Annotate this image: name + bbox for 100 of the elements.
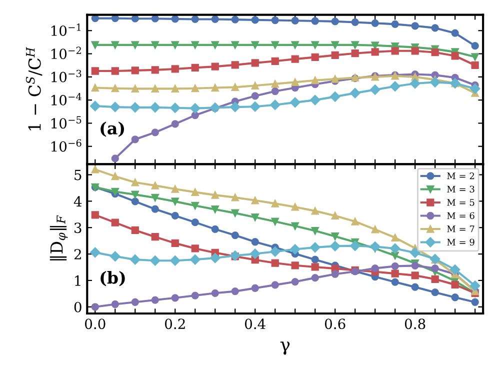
point <box>331 270 339 278</box>
point <box>351 218 359 226</box>
point <box>90 100 100 112</box>
point <box>231 61 239 69</box>
point <box>291 41 299 49</box>
point <box>251 196 259 204</box>
point <box>171 65 179 73</box>
point <box>170 102 180 113</box>
point <box>111 188 119 196</box>
point <box>311 256 319 264</box>
point <box>451 280 459 289</box>
point <box>191 218 199 226</box>
point <box>130 254 140 265</box>
point <box>371 48 379 56</box>
point <box>91 67 99 75</box>
point <box>210 252 220 264</box>
point <box>291 16 299 24</box>
point <box>171 212 179 220</box>
point <box>171 120 179 128</box>
point <box>471 53 479 61</box>
point <box>111 14 119 22</box>
point <box>191 188 199 196</box>
point <box>191 84 199 92</box>
y-tick-label: 10$^{−6}$ <box>51 139 82 152</box>
point <box>190 254 200 265</box>
y-tick-label: 2 <box>74 248 81 260</box>
point <box>131 198 139 206</box>
y-axis-title: 1 − C$^{S}$/C$^{H}$ <box>26 46 42 130</box>
annotation: (b) <box>100 270 125 286</box>
point <box>331 212 339 220</box>
point <box>251 16 259 24</box>
point <box>311 53 319 62</box>
point <box>411 283 419 291</box>
point <box>211 206 219 214</box>
point <box>191 244 199 252</box>
point <box>310 94 320 106</box>
point <box>191 202 199 210</box>
point <box>150 102 160 113</box>
legend-label: M = 7 <box>447 226 474 232</box>
point <box>131 84 139 92</box>
point <box>251 41 259 49</box>
point <box>170 256 180 266</box>
point <box>411 22 419 30</box>
point <box>271 259 279 267</box>
point <box>310 242 320 253</box>
point <box>430 77 440 88</box>
y-tick-label: 10$^{−2}$ <box>51 46 81 60</box>
point <box>231 194 239 202</box>
point <box>111 84 119 92</box>
point <box>350 88 360 98</box>
y-tick-label: 10$^{−4}$ <box>51 92 82 106</box>
point <box>311 226 319 235</box>
y-tick-label: 0 <box>74 302 82 312</box>
legend-label: M = 9 <box>447 238 474 246</box>
point <box>191 292 199 300</box>
point <box>251 213 259 222</box>
point <box>171 15 179 23</box>
point <box>431 275 439 283</box>
point <box>330 92 340 102</box>
point <box>291 78 299 86</box>
point <box>311 41 319 49</box>
point <box>111 300 119 308</box>
point <box>450 264 460 275</box>
point <box>370 84 380 95</box>
y-tick-label: 5 <box>74 170 82 180</box>
point <box>451 52 459 60</box>
point <box>271 218 279 226</box>
point <box>231 231 239 240</box>
point <box>151 233 159 241</box>
point <box>251 92 259 100</box>
point <box>270 246 280 257</box>
point <box>231 83 239 91</box>
point <box>371 264 379 272</box>
point <box>390 243 400 254</box>
point <box>451 29 459 37</box>
point <box>151 296 159 304</box>
point <box>311 263 319 271</box>
point <box>471 298 479 306</box>
point <box>131 226 139 234</box>
point <box>91 84 99 92</box>
point <box>270 100 280 110</box>
point <box>371 42 379 50</box>
point <box>271 281 279 289</box>
point <box>250 248 260 259</box>
y-tick-label: 3 <box>74 222 82 234</box>
point <box>331 232 339 240</box>
point <box>431 288 439 296</box>
point <box>110 102 120 112</box>
point <box>291 278 299 286</box>
point <box>251 59 259 67</box>
point <box>131 190 139 198</box>
x-tick-label: 0.4 <box>244 318 266 330</box>
x-tick-label: 0.6 <box>324 318 346 330</box>
point <box>90 247 100 258</box>
point <box>311 76 319 84</box>
point <box>211 84 219 92</box>
y-tick-label: 10$^{−5}$ <box>51 116 82 129</box>
legend-label: M = 6 <box>447 212 474 220</box>
point <box>251 238 259 246</box>
point <box>171 294 179 302</box>
